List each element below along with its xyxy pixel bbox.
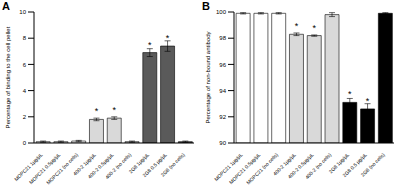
svg-text:400-2 (no cells): 400-2 (no cells) xyxy=(104,151,133,180)
svg-text:400-2 1μg/μL: 400-2 1μg/μL xyxy=(71,151,97,177)
svg-text:400-2 (no cells): 400-2 (no cells) xyxy=(304,151,333,180)
svg-text:400-2 1μg/μL: 400-2 1μg/μL xyxy=(271,151,297,177)
svg-text:94: 94 xyxy=(219,88,226,94)
svg-text:*: * xyxy=(148,40,152,50)
svg-text:98: 98 xyxy=(219,35,226,41)
svg-text:*: * xyxy=(295,21,299,31)
svg-text:100: 100 xyxy=(216,9,227,15)
svg-text:400-2 0.5μg/μL: 400-2 0.5μg/μL xyxy=(86,151,115,180)
svg-text:2G8 1μg/μL: 2G8 1μg/μL xyxy=(127,151,151,175)
html-text:B: B xyxy=(202,0,210,12)
svg-text:4: 4 xyxy=(23,88,27,94)
svg-text:*: * xyxy=(348,89,352,99)
svg-text:2: 2 xyxy=(23,114,27,120)
svg-text:*: * xyxy=(366,96,370,106)
svg-text:MOPC21 0.5μg/μL: MOPC21 0.5μg/μL xyxy=(28,151,62,185)
svg-text:6: 6 xyxy=(23,62,27,68)
svg-text:92: 92 xyxy=(219,114,226,120)
svg-text:*: * xyxy=(95,106,99,116)
svg-text:8: 8 xyxy=(23,35,27,41)
svg-text:MOPC21 1μg/μL: MOPC21 1μg/μL xyxy=(212,151,244,183)
svg-text:2G8 (no cells): 2G8 (no cells) xyxy=(160,151,186,177)
svg-text:MOPC21 (no cells): MOPC21 (no cells) xyxy=(245,151,279,185)
html-text:A: A xyxy=(2,0,10,12)
svg-text:96: 96 xyxy=(219,62,226,68)
svg-text:*: * xyxy=(312,23,316,33)
svg-text:2G8 (no cells): 2G8 (no cells) xyxy=(360,151,386,177)
svg-text:Percentage of non-bound antibo: Percentage of non-bound antibody xyxy=(205,31,211,123)
svg-text:2G8 0.5 μg/μL: 2G8 0.5 μg/μL xyxy=(341,151,368,179)
svg-text:MOPC21 (no cells): MOPC21 (no cells) xyxy=(45,151,79,185)
svg-text:MOPC21 0.5μg/μL: MOPC21 0.5μg/μL xyxy=(228,151,262,185)
svg-text:400-2 0.5μg/μL: 400-2 0.5μg/μL xyxy=(286,151,315,180)
svg-text:0: 0 xyxy=(23,140,27,146)
svg-text:10: 10 xyxy=(19,9,26,15)
svg-text:2G8 0.5 μg/μL: 2G8 0.5 μg/μL xyxy=(141,151,168,179)
svg-text:*: * xyxy=(166,33,170,43)
svg-text:Percentage of binding to the c: Percentage of binding to the cell pellet xyxy=(8,26,11,128)
svg-text:MOPC21 1μg/μL: MOPC21 1μg/μL xyxy=(12,151,44,183)
svg-text:90: 90 xyxy=(219,140,226,146)
svg-text:*: * xyxy=(112,105,116,115)
svg-text:2G8 1μg/μL: 2G8 1μg/μL xyxy=(327,151,351,175)
